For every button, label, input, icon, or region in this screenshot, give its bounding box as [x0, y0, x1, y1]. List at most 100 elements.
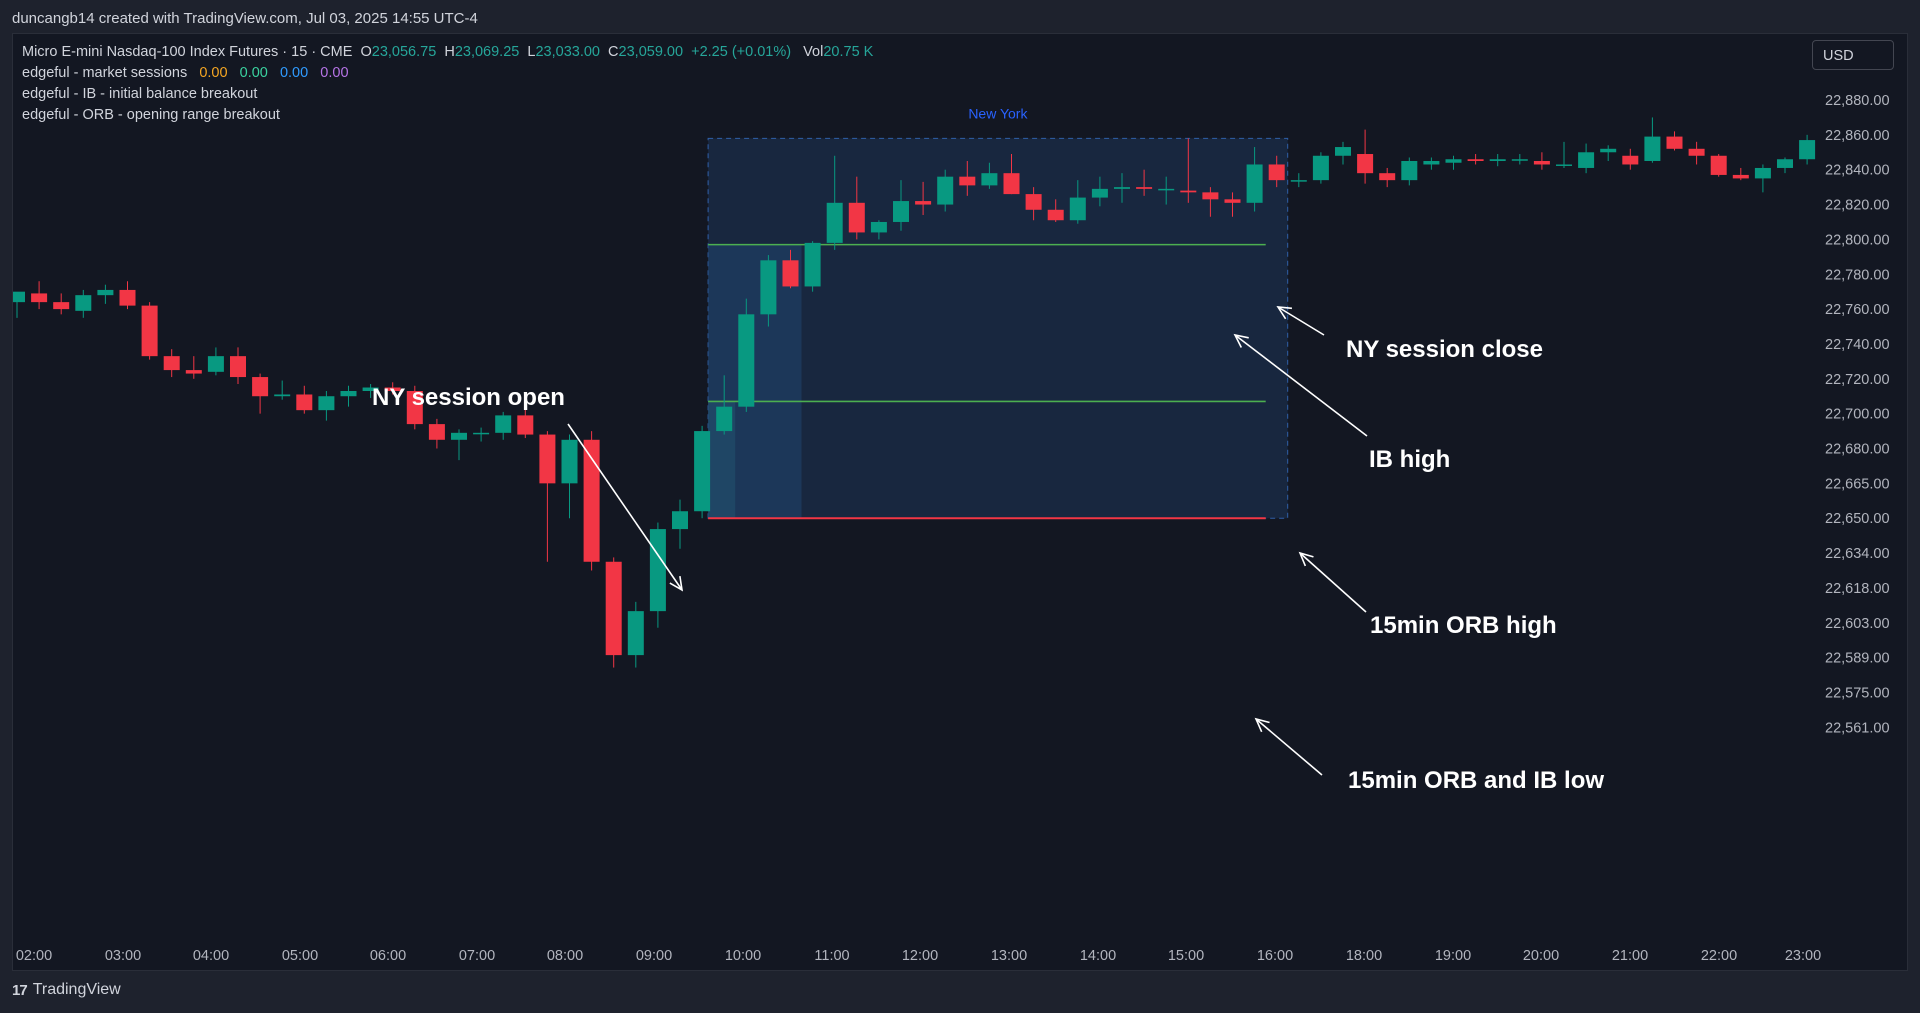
- candle-body: [1401, 160, 1418, 181]
- volume-value: 20.75 K: [823, 44, 874, 60]
- candle-body: [318, 396, 335, 411]
- low-value: 23,033.00: [535, 44, 600, 60]
- candle-body: [428, 424, 445, 440]
- candle-body: [694, 431, 711, 512]
- symbol-name[interactable]: Micro E-mini Nasdaq-100 Index Futures · …: [22, 44, 353, 60]
- annotation-orb-ib-low: 15min ORB and IB low: [1348, 767, 1605, 794]
- x-tick-label: 15:00: [1168, 948, 1204, 964]
- candle-body: [1600, 148, 1617, 153]
- candle-body: [1644, 136, 1661, 161]
- candle-body: [141, 305, 158, 357]
- candle-body: [1268, 164, 1285, 181]
- candle-body: [274, 394, 291, 397]
- candle-body: [1136, 187, 1153, 189]
- y-tick-label: 22,820.00: [1825, 198, 1890, 214]
- candle-body: [1379, 173, 1396, 181]
- candle-body: [804, 242, 821, 287]
- symbol-row: Micro E-mini Nasdaq-100 Index Futures · …: [22, 42, 873, 63]
- x-tick-label: 19:00: [1435, 948, 1471, 964]
- open-label: O: [360, 44, 372, 60]
- arrow-orb-high: [1299, 552, 1367, 613]
- candle-body: [627, 611, 644, 656]
- indicator-row-orb[interactable]: edgeful - ORB - opening range breakout: [22, 105, 873, 126]
- candle-body: [97, 289, 114, 296]
- y-tick-label: 22,860.00: [1825, 128, 1890, 144]
- candle-body: [1357, 154, 1374, 174]
- candle-body: [13, 291, 25, 303]
- close-value: 23,059.00: [618, 44, 684, 60]
- indicator-row-sessions[interactable]: edgeful - market sessions 0.00 0.00 0.00…: [22, 63, 873, 84]
- y-tick-label: 22,603.00: [1825, 616, 1890, 632]
- y-tick-label: 22,650.00: [1825, 511, 1890, 527]
- credit-text: duncangb14 created with TradingView.com,…: [12, 10, 478, 27]
- candle-body: [1312, 155, 1329, 181]
- candle-body: [384, 387, 401, 391]
- x-tick-label: 06:00: [370, 948, 406, 964]
- tradingview-mark-icon: 17: [12, 981, 28, 999]
- candle-body: [473, 432, 490, 435]
- candle-body: [1114, 187, 1130, 189]
- close-label: C: [608, 44, 619, 60]
- y-tick-label: 22,760.00: [1825, 302, 1890, 318]
- candle-body: [539, 434, 556, 484]
- candle-body: [119, 289, 136, 306]
- candle-body: [848, 202, 865, 233]
- session-value-3: 0.00: [279, 65, 309, 81]
- candle-body: [1025, 194, 1042, 210]
- high-value: 23,069.25: [454, 44, 520, 60]
- y-tick-label: 22,634.00: [1825, 546, 1890, 562]
- candle-body: [362, 387, 379, 391]
- session-box: [707, 137, 1289, 519]
- candle-body: [406, 390, 423, 425]
- arrow-orb-ib-low-head: [1254, 717, 1270, 733]
- y-tick-label: 22,840.00: [1825, 163, 1890, 179]
- indicator-row-ib[interactable]: edgeful - IB - initial balance breakout: [22, 84, 873, 105]
- y-tick-label: 22,665.00: [1825, 476, 1890, 492]
- x-tick-label: 22:00: [1701, 948, 1737, 964]
- chart-area[interactable]: New York 22,880.00 22,860.00 22,840.00 22,82…: [12, 33, 1908, 971]
- tradingview-logo[interactable]: 17 TradingView: [12, 981, 121, 999]
- x-tick-label: 10:00: [725, 948, 761, 964]
- y-tick-label: 22,880.00: [1825, 93, 1890, 109]
- candle-body: [230, 356, 246, 378]
- open-value: 23,056.75: [371, 44, 437, 60]
- candle-body: [1202, 192, 1219, 200]
- indicator-name: edgeful - market sessions: [22, 65, 188, 81]
- candle-body: [672, 511, 688, 530]
- x-tick-label: 13:00: [991, 948, 1027, 964]
- low-label: L: [527, 44, 536, 60]
- x-tick-label: 23:00: [1785, 948, 1821, 964]
- candle-body: [451, 432, 467, 440]
- indicator-name: edgeful - IB - initial balance breakout: [22, 86, 258, 102]
- candle-body: [826, 202, 843, 243]
- candle-body: [31, 293, 48, 303]
- session-value-2: 0.00: [239, 65, 268, 81]
- candle-body: [870, 221, 887, 233]
- x-tick-label: 04:00: [193, 948, 229, 964]
- candle-body: [517, 415, 534, 435]
- candle-body: [583, 439, 600, 562]
- legend: Micro E-mini Nasdaq-100 Index Futures · …: [22, 42, 873, 126]
- y-tick-label: 22,618.00: [1825, 581, 1890, 597]
- y-tick-label: 22,589.00: [1825, 651, 1890, 667]
- annotation-orb-high: 15min ORB high: [1370, 612, 1557, 639]
- candlestick-chart[interactable]: New York 22,880.00 22,860.00 22,840.00 22,82…: [13, 34, 1907, 970]
- candle-body: [340, 390, 357, 397]
- x-tick-label: 16:00: [1257, 948, 1293, 964]
- candle-body: [1688, 148, 1705, 156]
- candle-body: [1091, 188, 1108, 198]
- arrow-ny-close: [1277, 306, 1325, 336]
- candle-body: [1799, 140, 1816, 160]
- candle-body: [1003, 173, 1020, 195]
- candle-body: [1069, 197, 1086, 221]
- x-tick-label: 11:00: [814, 948, 849, 964]
- candle-body: [1445, 159, 1462, 163]
- candle-body: [561, 439, 578, 484]
- currency-button[interactable]: USD: [1812, 40, 1894, 70]
- candle-body: [252, 377, 269, 397]
- annotation-ny-close: NY session close: [1346, 336, 1543, 363]
- high-label: H: [444, 44, 455, 60]
- candle-body: [163, 356, 180, 371]
- candle-body: [1533, 160, 1550, 165]
